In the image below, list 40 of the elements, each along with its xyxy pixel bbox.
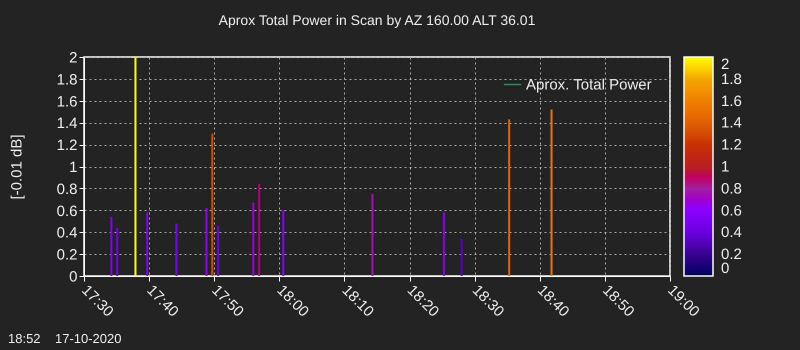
color-bar-label: 0.4 xyxy=(721,224,742,242)
color-bar-label: 1 xyxy=(721,158,730,176)
bar xyxy=(134,57,136,276)
y-tick-label: 0 xyxy=(69,268,78,286)
y-tick-label: 1.8 xyxy=(56,71,78,88)
bar xyxy=(443,212,446,276)
color-bar-label: 1.6 xyxy=(721,92,742,110)
bar xyxy=(175,223,178,276)
y-tick-label: 1.6 xyxy=(56,93,78,110)
bar xyxy=(508,119,510,276)
bar xyxy=(460,238,463,276)
series-label: Aprox. Total Power xyxy=(526,76,652,94)
y-tick-label: 0.6 xyxy=(56,202,78,220)
bar xyxy=(282,210,284,276)
y-tick-label: 1 xyxy=(69,159,78,176)
bar xyxy=(217,226,220,276)
bar xyxy=(258,184,260,276)
color-bar-label: 2 xyxy=(721,56,730,73)
y-tick-label: 2 xyxy=(69,50,78,66)
text: 18:52 17-10-2020 xyxy=(8,331,122,346)
chart-title: Aprox Total Power in Scan by AZ 160.00 ALT 36.01 xyxy=(218,12,536,28)
bar xyxy=(371,194,374,276)
y-tick-label: 1.4 xyxy=(56,115,78,132)
y-tick-label: 0.2 xyxy=(56,246,78,264)
bar xyxy=(116,228,118,276)
y-tick-label: 0.8 xyxy=(56,180,78,198)
color-bar-label: 1.2 xyxy=(721,136,742,154)
bar xyxy=(550,110,552,276)
y-tick-label: 1.2 xyxy=(56,137,78,154)
bar xyxy=(205,208,208,276)
bar xyxy=(252,202,254,276)
color-bar-label: 0.8 xyxy=(721,180,742,198)
color-bar-label: 0.6 xyxy=(721,202,742,220)
color-bar-label: 1.8 xyxy=(721,70,742,88)
bar xyxy=(110,216,112,276)
bar xyxy=(211,134,214,276)
y-tick-label: 0.4 xyxy=(56,224,78,242)
color-bar-label: 1.4 xyxy=(721,114,742,132)
y-axis-title: [-0.01 dB] xyxy=(8,134,26,200)
bar xyxy=(146,212,148,276)
